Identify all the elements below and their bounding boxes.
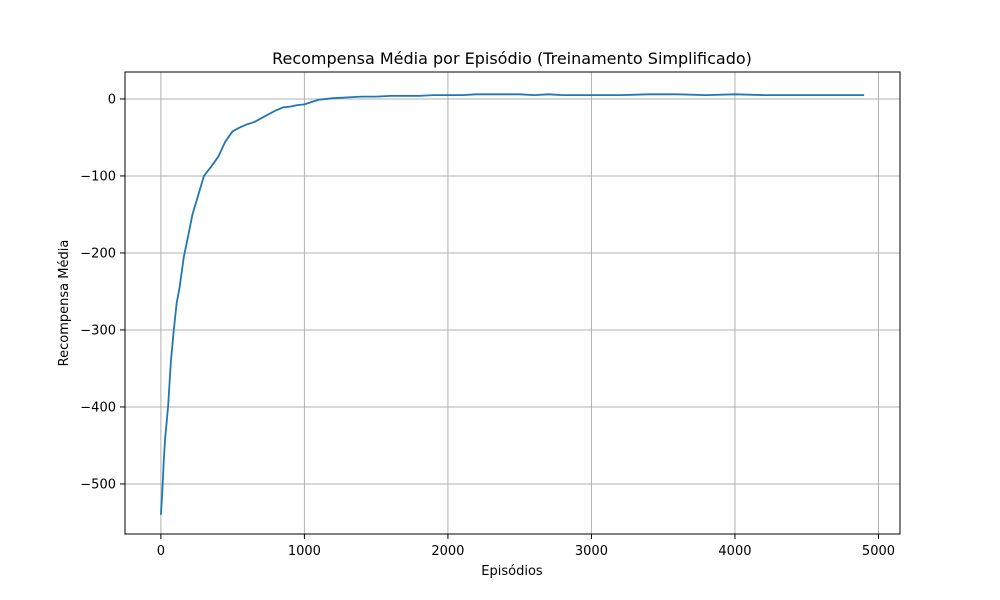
- y-tick-label: 0: [108, 92, 116, 107]
- y-tick-label: −100: [80, 169, 116, 184]
- plot-frame: [124, 71, 901, 535]
- axis-ticks: 0 1000 2000 3000 4000 5000 0 −100 −200 −300 −400 −5…: [80, 92, 895, 559]
- x-tick-label: 1000: [288, 544, 321, 559]
- grid: [125, 72, 900, 534]
- x-tick-label: 4000: [718, 544, 751, 559]
- series-line: [159, 93, 865, 515]
- y-tick-label: −300: [80, 323, 116, 338]
- x-tick-label: 5000: [862, 544, 895, 559]
- x-axis-label: Episódios: [481, 564, 543, 579]
- chart-title: Recompensa Média por Episódio (Treinamen…: [272, 49, 752, 68]
- x-tick-label: 0: [157, 544, 165, 559]
- y-tick-label: −500: [80, 477, 116, 492]
- y-axis-label: Recompensa Média: [57, 240, 72, 367]
- x-tick-label: 3000: [575, 544, 608, 559]
- x-tick-label: 2000: [431, 544, 464, 559]
- y-tick-label: −400: [80, 400, 116, 415]
- y-tick-label: −200: [80, 246, 116, 261]
